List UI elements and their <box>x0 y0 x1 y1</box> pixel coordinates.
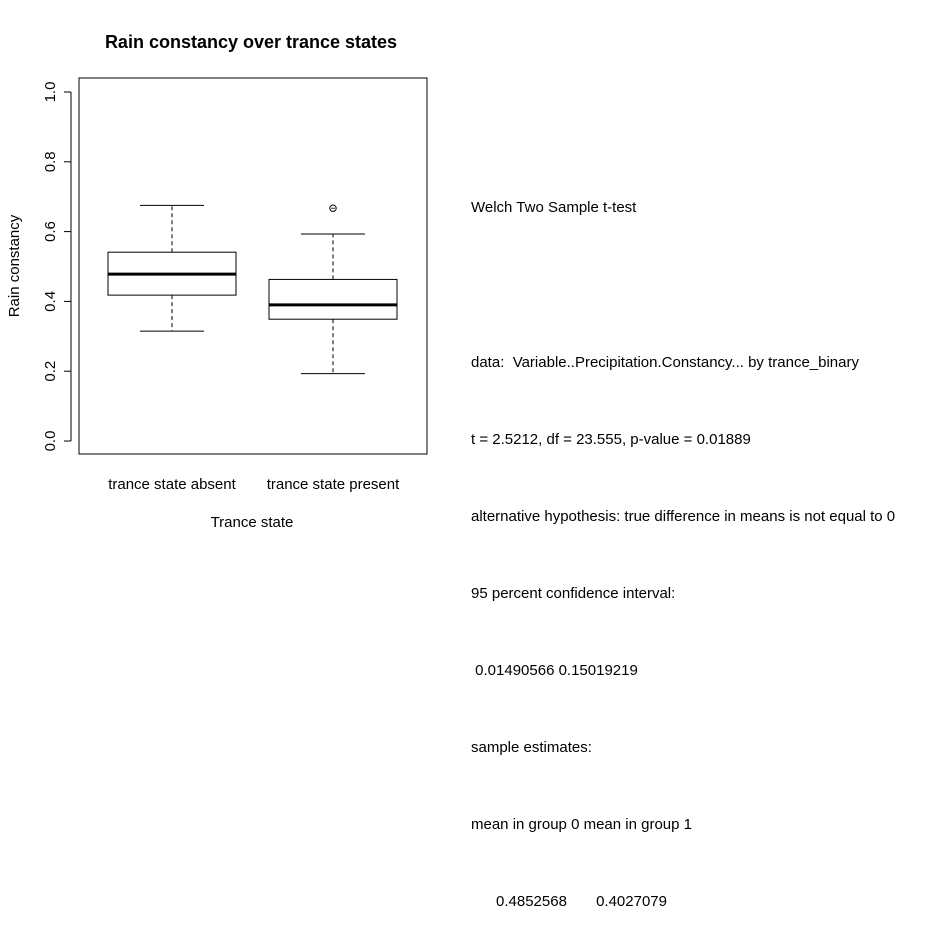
plot-frame <box>78 77 428 455</box>
boxplot-chart: Rain constancy over trance states 0.0 0.2… <box>6 32 428 531</box>
stats-line: mean in group 0 mean in group 1 <box>471 816 692 834</box>
y-tick-label: 0.8 <box>42 151 59 172</box>
y-axis-ticks: 0.0 0.2 0.4 0.6 0.8 1.0 <box>42 82 71 452</box>
outlier-point <box>329 204 337 212</box>
boxes-group <box>107 204 398 375</box>
t-test-output: Welch Two Sample t-test data: Variable..… <box>471 144 895 941</box>
y-tick-label: 0.6 <box>42 221 59 242</box>
iqr-box <box>268 278 398 320</box>
stats-line: alternative hypothesis: true difference … <box>471 507 896 525</box>
stats-line: Welch Two Sample t-test <box>471 199 637 217</box>
x-tick-label: trance state present <box>267 476 400 493</box>
y-tick-label: 0.2 <box>42 361 59 382</box>
y-tick-label: 0.4 <box>42 291 59 312</box>
x-tick-label: trance state absent <box>108 476 236 493</box>
chart-title: Rain constancy over trance states <box>105 32 397 52</box>
stats-line: data: Variable..Precipitation.Constancy.… <box>471 353 859 371</box>
stats-line: t = 2.5212, df = 23.555, p-value = 0.018… <box>471 430 751 448</box>
y-tick-label: 0.0 <box>42 431 59 452</box>
stats-line: 95 percent confidence interval: <box>471 584 676 602</box>
y-tick-label: 1.0 <box>42 82 59 103</box>
x-axis-label: Trance state <box>211 514 294 531</box>
stats-line: sample estimates: <box>471 739 592 757</box>
stats-line: 0.01490566 0.15019219 <box>471 661 638 679</box>
y-axis-label: Rain constancy <box>6 214 23 317</box>
stats-line: 0.4852568 0.4027079 <box>471 893 667 911</box>
stats-line <box>471 273 895 299</box>
x-axis-tick-labels: trance state absent trance state present <box>108 476 400 493</box>
